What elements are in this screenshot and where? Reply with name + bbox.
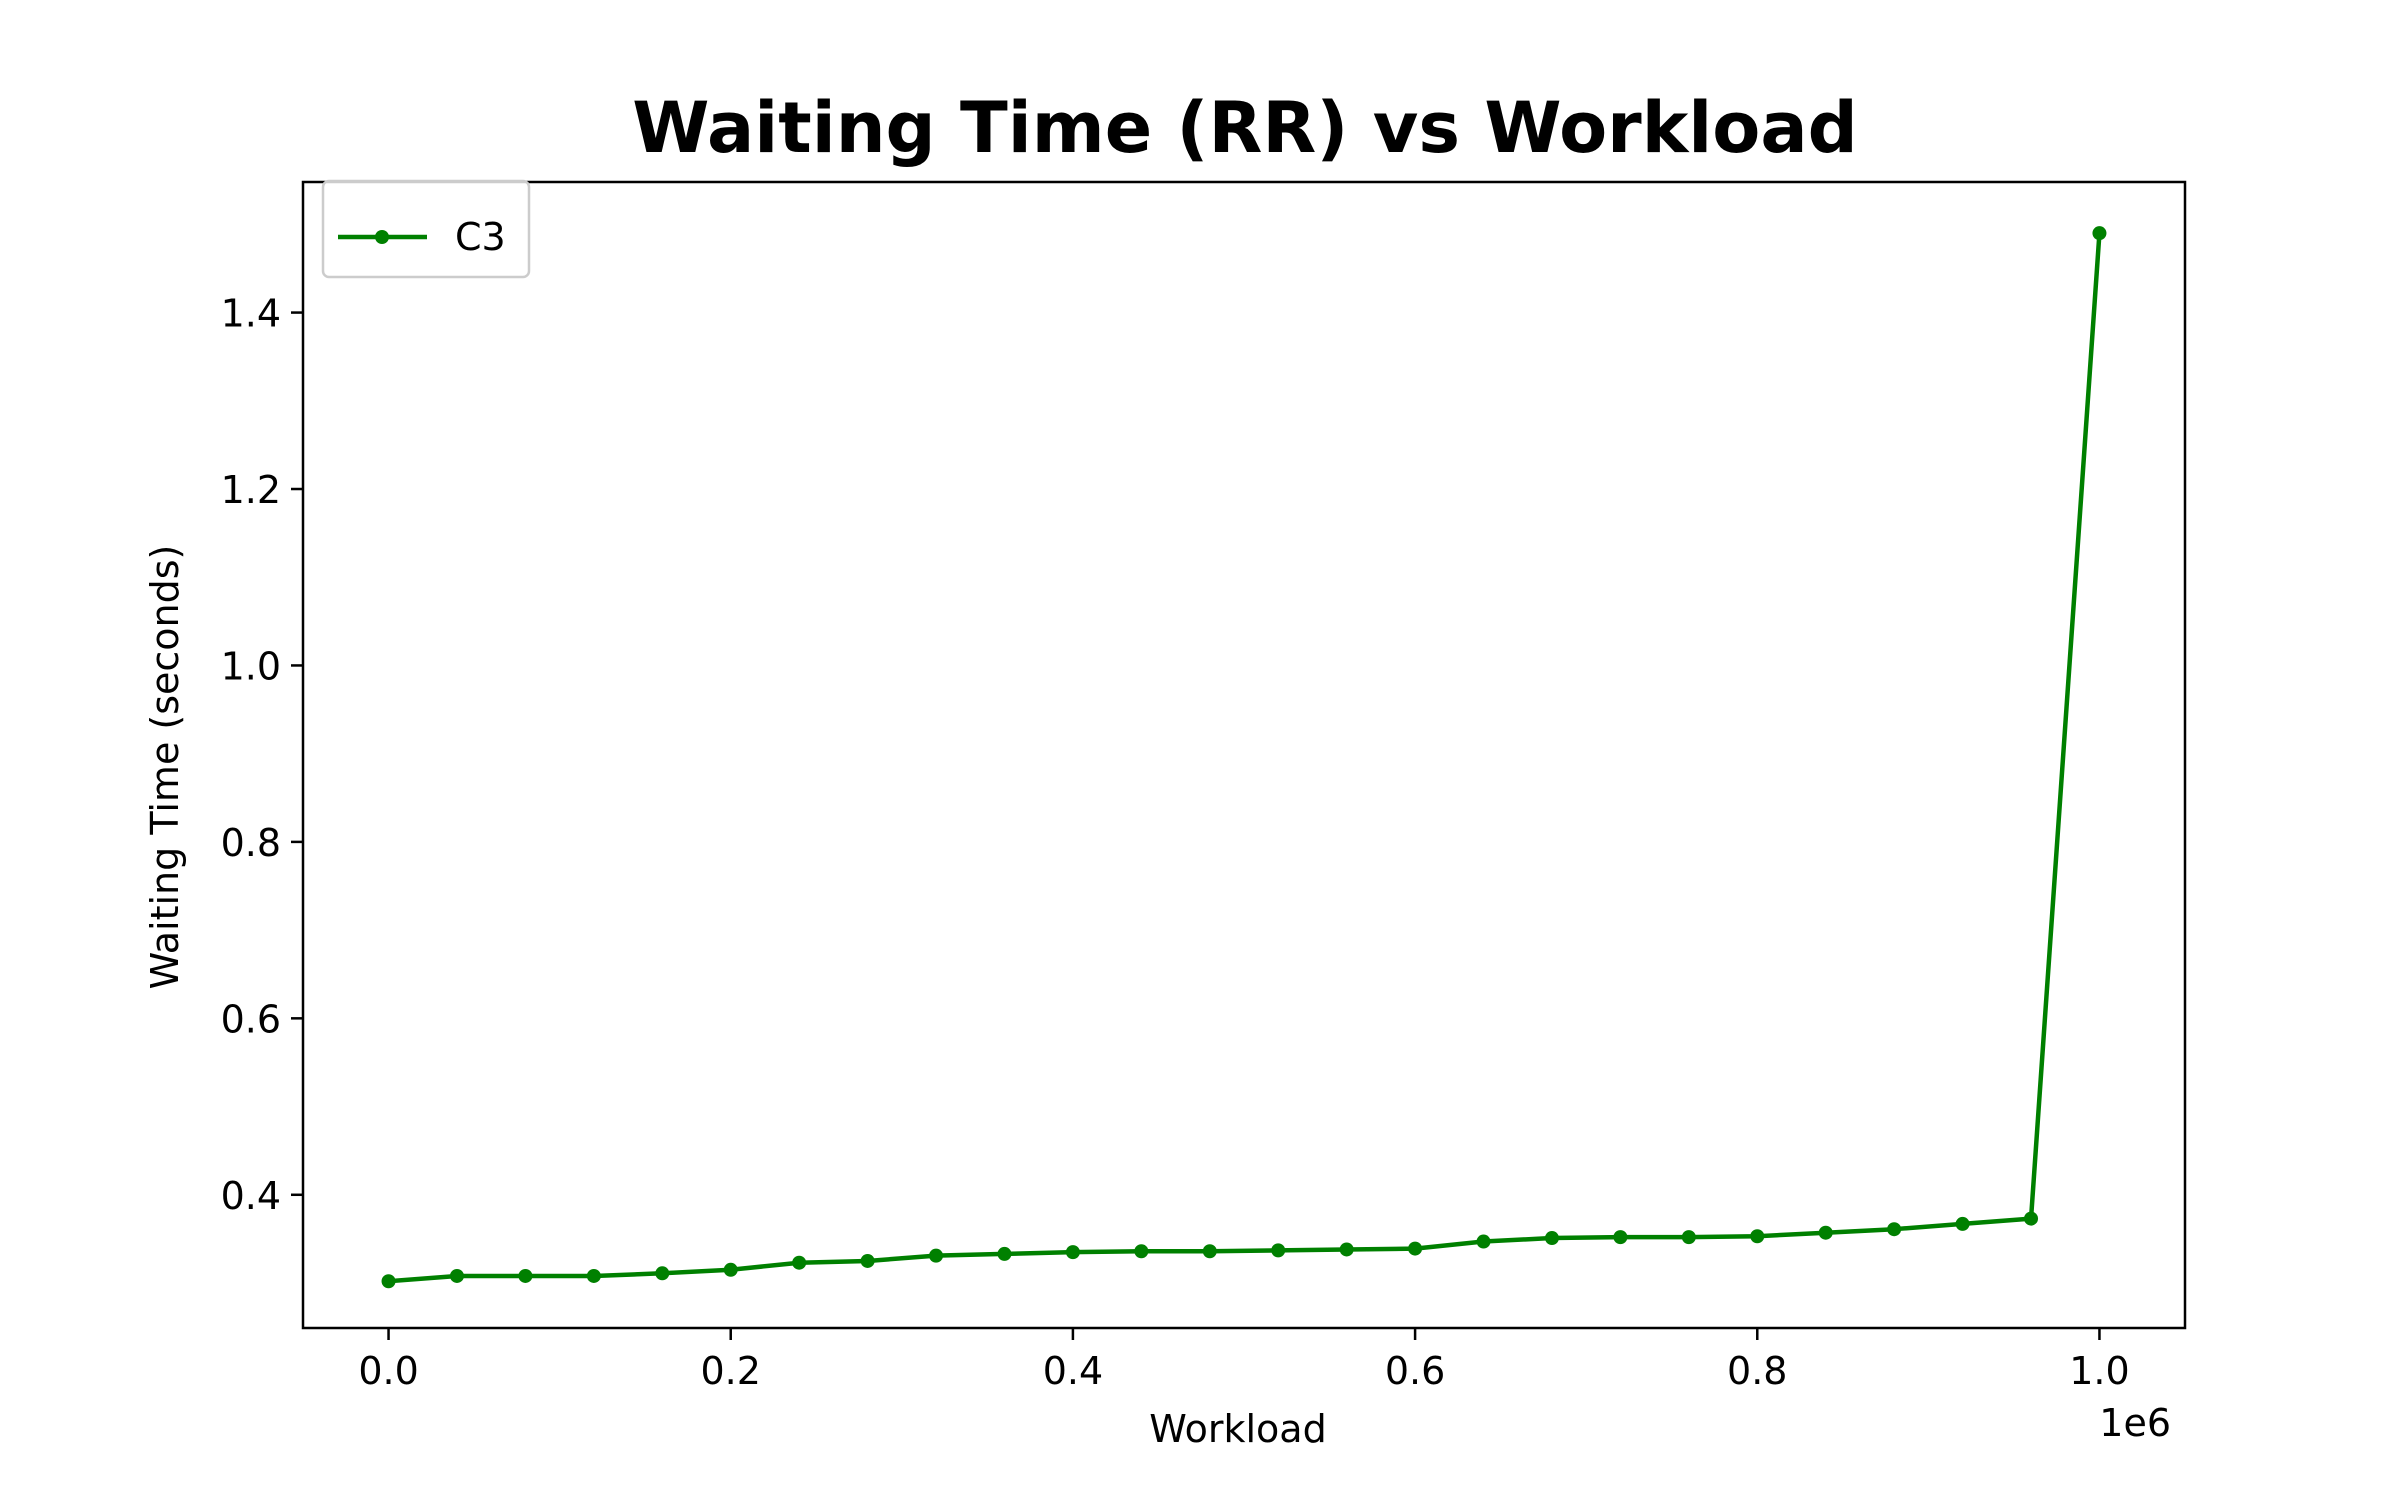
data-point [1134,1244,1149,1259]
data-point [449,1268,464,1283]
data-point [860,1253,875,1268]
plot-frame [301,180,2187,1330]
data-point [2024,1211,2039,1226]
x-tick-label: 0.0 [358,1349,418,1393]
data-point [1544,1231,1559,1246]
legend: C3 [321,179,531,279]
data-point [518,1268,533,1283]
data-point [2092,226,2107,241]
x-axis-offset-label: 1e6 [2099,1401,2171,1445]
x-axis-ticks: 0.0 0.2 0.4 0.6 0.8 1.0 [358,1328,2130,1393]
y-axis-label: Waiting Time (seconds) [143,545,187,990]
data-point [1887,1222,1902,1237]
x-tick-label: 0.2 [701,1349,761,1393]
y-tick-label: 0.8 [221,821,281,865]
x-tick-label: 1.0 [2069,1349,2129,1393]
data-point [792,1255,807,1270]
data-point [1750,1229,1765,1244]
data-point [655,1266,670,1281]
data-point [1271,1243,1286,1258]
x-tick-label: 0.4 [1043,1349,1103,1393]
data-point [381,1274,396,1289]
chart-title: Waiting Time (RR) vs Workload [632,87,1857,169]
data-point [1681,1230,1696,1245]
legend-box [321,179,531,279]
data-point [1202,1244,1217,1259]
x-tick-label: 0.8 [1727,1349,1787,1393]
data-point [723,1262,738,1277]
y-tick-label: 1.4 [221,292,281,336]
x-axis-label: Workload [1149,1407,1326,1451]
y-tick-label: 1.0 [221,644,281,688]
data-point [929,1248,944,1263]
y-tick-label: 0.4 [221,1174,281,1218]
series-layer [381,226,2107,1289]
y-tick-label: 1.2 [221,468,281,512]
series-line-c3 [386,230,2102,1284]
data-point [1818,1225,1833,1240]
data-point [1065,1245,1080,1260]
legend-series-label: C3 [455,215,506,259]
legend-marker-swatch [375,230,389,244]
y-tick-label: 0.6 [221,997,281,1041]
data-point [586,1268,601,1283]
y-axis-ticks: 0.4 0.6 0.8 1.0 1.2 1.4 [221,292,303,1218]
data-point [1955,1216,1970,1231]
data-point [1339,1242,1354,1257]
data-point [997,1246,1012,1261]
x-tick-label: 0.6 [1385,1349,1445,1393]
data-point [1613,1230,1628,1245]
data-point [1408,1241,1423,1256]
data-point [1476,1234,1491,1249]
